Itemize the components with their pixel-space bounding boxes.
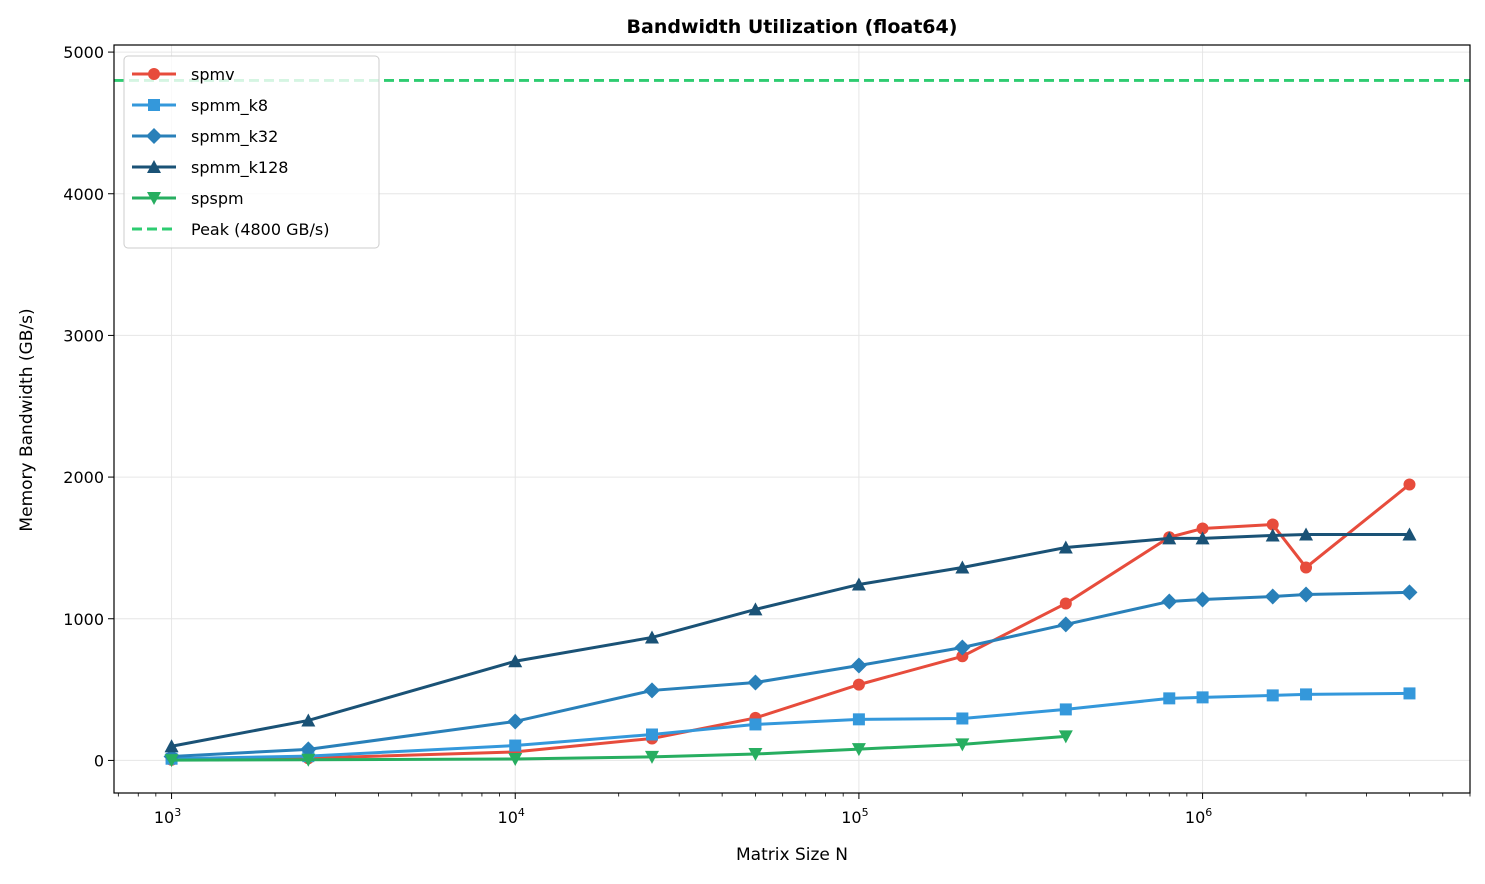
chart-title: Bandwidth Utilization (float64) (627, 16, 958, 38)
data-point (748, 602, 763, 616)
data-point (1057, 616, 1074, 633)
x-axis-label: Matrix Size N (736, 845, 848, 865)
data-point (1058, 730, 1073, 744)
x-axis: 103 104 105 106 (117, 793, 1471, 827)
plot-frame (113, 44, 1471, 794)
data-point (1266, 689, 1279, 702)
legend-label: spmm_k32 (191, 127, 278, 147)
data-point (1059, 597, 1072, 610)
y-tick-label: 1000 (63, 610, 104, 629)
data-point (1196, 691, 1209, 704)
y-axis: 0 1000 2000 3000 4000 5000 (63, 43, 114, 770)
y-tick-label: 3000 (63, 326, 104, 345)
data-point (1059, 703, 1072, 716)
data-point (301, 753, 316, 767)
legend-marker (148, 99, 160, 111)
series-line (171, 734, 1066, 762)
y-tick-label: 4000 (63, 185, 104, 204)
series-spmm_k128 (164, 527, 1417, 753)
data-point (508, 654, 523, 668)
data-point (1401, 584, 1418, 601)
x-tick-label: 106 (1185, 806, 1212, 827)
series-spmm_k32 (163, 584, 1418, 765)
data-point (956, 712, 969, 725)
data-point (954, 639, 971, 656)
data-point (1299, 527, 1314, 541)
data-point (1300, 688, 1313, 701)
data-point (1195, 531, 1210, 545)
data-point (643, 682, 660, 699)
data-point (1161, 593, 1178, 610)
data-point (508, 753, 523, 766)
data-point (1403, 478, 1416, 491)
data-point (852, 678, 865, 691)
legend-marker (146, 128, 162, 144)
y-axis-label: Memory Bandwidth (GB/s) (17, 308, 37, 531)
data-point (1196, 522, 1209, 535)
data-point (1403, 687, 1416, 700)
data-point (1058, 540, 1073, 554)
data-point (1194, 591, 1211, 608)
data-point (1298, 586, 1315, 603)
data-point (1162, 531, 1177, 545)
data-point (507, 713, 524, 730)
data-point (1265, 528, 1280, 542)
legend-label: spmm_k8 (191, 96, 268, 116)
x-tick-label: 104 (498, 806, 525, 827)
data-point (1266, 518, 1279, 531)
data-point (852, 713, 865, 726)
data-point (164, 754, 179, 768)
data-point (1163, 692, 1176, 705)
data-point (1264, 588, 1281, 605)
y-tick-label: 0 (94, 751, 104, 770)
data-point (645, 728, 658, 741)
series-line (171, 691, 1410, 761)
legend-label: Peak (4800 GB/s) (191, 220, 329, 239)
data-point (749, 718, 762, 731)
data-point (955, 738, 970, 752)
y-tick-label: 5000 (63, 43, 104, 62)
legend-marker (147, 192, 161, 205)
data-point (748, 748, 763, 762)
legend-label: spmm_k128 (191, 158, 288, 178)
data-point (851, 743, 866, 757)
series-line (171, 590, 1410, 758)
series-spspm (164, 730, 1073, 768)
legend-label: spmv (191, 65, 235, 84)
data-point (1300, 561, 1313, 574)
y-tick-label: 2000 (63, 468, 104, 487)
x-tick-label: 103 (154, 806, 181, 827)
data-point (851, 577, 866, 591)
x-tick-label: 105 (841, 806, 868, 827)
data-point (509, 739, 522, 752)
data-point (1402, 527, 1417, 541)
data-point (300, 741, 317, 758)
data-point (956, 650, 969, 663)
legend-marker (148, 68, 160, 80)
data-point (164, 739, 179, 753)
data-point (644, 630, 659, 644)
series-line (171, 532, 1410, 748)
series-line (171, 483, 1411, 762)
data-point (747, 674, 764, 691)
legend-box (123, 55, 380, 249)
series-group (163, 478, 1418, 768)
data-point (850, 657, 867, 674)
legend-marker (147, 160, 161, 173)
data-point (955, 560, 970, 574)
data-point (644, 750, 659, 764)
legend-label: spspm (191, 189, 244, 208)
data-point (301, 713, 316, 727)
